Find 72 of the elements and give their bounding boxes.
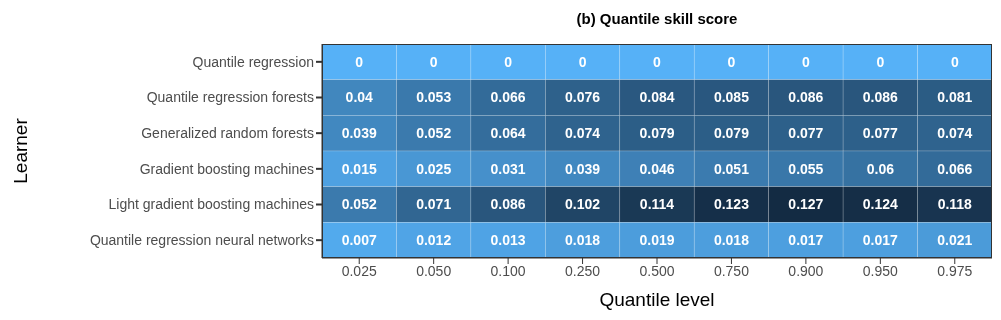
data-label: 0.015 [341,160,377,177]
data-label: 0.055 [788,160,824,177]
data-label: 0 [653,53,662,70]
data-label: 0.086 [862,89,899,106]
data-label: 0.052 [341,196,377,213]
y-tick-label: Quantile regression forests [146,89,314,106]
data-label: 0.124 [862,196,899,213]
x-tick-label: 0.050 [416,262,452,279]
data-label: 0.079 [639,125,675,142]
data-label: 0.013 [490,232,526,249]
data-label: 0.086 [490,196,526,213]
data-label: 0.012 [416,232,452,249]
y-tick-label: Quantile regression neural networks [89,232,314,249]
data-label: 0 [876,53,885,70]
data-label: 0.102 [565,196,601,213]
data-label: 0.086 [788,89,824,106]
x-tick-label: 0.100 [490,262,526,279]
data-label: 0.084 [639,89,675,106]
y-tick-label: Gradient boosting machines [139,160,314,177]
x-tick-label: 0.750 [713,262,750,279]
data-label: 0.019 [639,232,675,249]
x-tick-label: 0.975 [937,262,973,279]
data-label: 0.077 [788,125,824,142]
data-label: 0.114 [639,196,675,213]
data-label: 0.007 [341,232,377,249]
data-label: 0.052 [416,125,452,142]
data-label: 0.066 [490,89,526,106]
data-label: 0.118 [937,196,973,213]
data-label: 0.127 [788,196,824,213]
data-label: 0.039 [341,125,377,142]
data-label: 0.064 [490,125,526,142]
data-label: 0 [578,53,587,70]
x-tick-label: 0.500 [639,262,675,279]
data-label: 0 [504,53,513,70]
data-label: 0.031 [490,160,526,177]
chart-title: (b) Quantile skill score [575,10,739,27]
data-label: 0 [429,53,438,70]
y-axis-title: Learner [9,118,32,184]
data-label: 0.071 [416,196,452,213]
x-tick-label: 0.950 [862,262,899,279]
data-label: 0.077 [862,125,899,142]
data-label: 0.017 [788,232,824,249]
data-label: 0.04 [345,89,374,106]
data-label: 0.018 [713,232,750,249]
data-label: 0.066 [937,160,973,177]
data-label: 0.017 [862,232,899,249]
x-tick-label: 0.900 [788,262,824,279]
y-tick-label: Quantile regression [192,53,314,70]
data-label: 0.046 [639,160,675,177]
data-label: 0 [950,53,959,70]
data-label: 0.074 [937,125,973,142]
data-label: 0 [727,53,736,70]
data-label: 0.123 [713,196,750,213]
data-label: 0.085 [713,89,750,106]
x-tick-label: 0.025 [341,262,377,279]
data-label: 0.039 [565,160,601,177]
data-label: 0.025 [416,160,452,177]
y-tick-label: Light gradient boosting machines [108,196,314,213]
data-label: 0.076 [565,89,601,106]
y-tick-label: Generalized random forests [141,125,314,142]
data-label: 0.053 [416,89,452,106]
data-label: 0.018 [565,232,601,249]
data-label: 0.074 [565,125,601,142]
data-label: 0.079 [713,125,750,142]
data-label: 0.081 [937,89,973,106]
data-label: 0.021 [937,232,973,249]
x-axis-title: Quantile level [598,288,716,312]
x-tick-label: 0.250 [565,262,601,279]
data-label: 0 [355,53,364,70]
data-label: 0.051 [713,160,750,177]
data-label: 0 [801,53,810,70]
data-label: 0.06 [866,160,895,177]
